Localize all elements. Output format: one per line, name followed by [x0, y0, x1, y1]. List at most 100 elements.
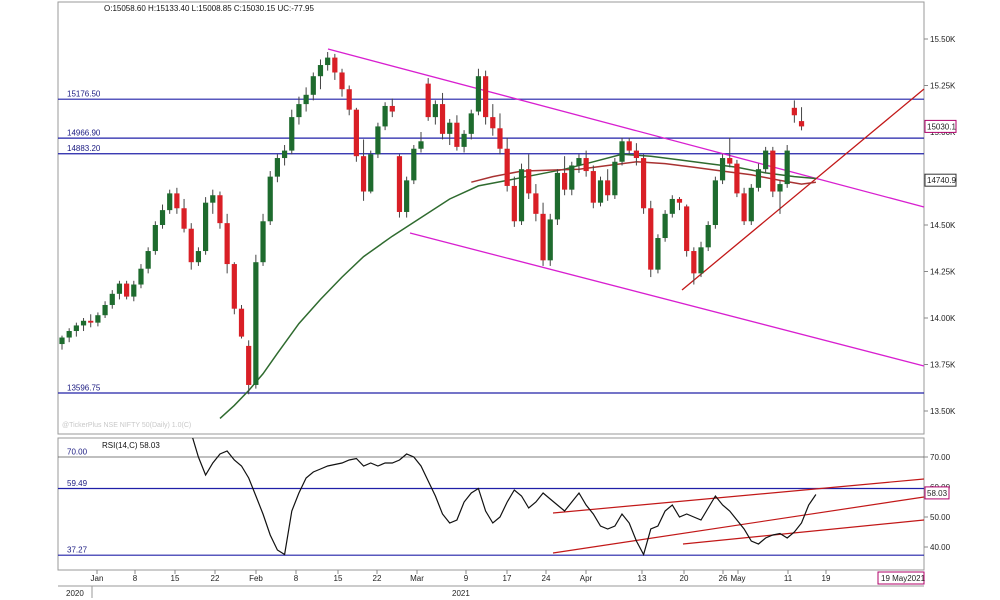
candle: [95, 312, 101, 327]
candle: [246, 340, 252, 395]
date-tick-label: Mar: [410, 574, 424, 583]
candle: [159, 204, 166, 229]
candle: [346, 85, 352, 116]
candle: [274, 154, 280, 183]
candle: [224, 213, 230, 274]
rsi-badge-box: [924, 486, 950, 500]
candle: [360, 139, 367, 201]
candle: [547, 213, 553, 266]
rsi-plot-frame: [57, 437, 925, 571]
candle: [203, 197, 209, 255]
date-tick-label: 22: [211, 574, 220, 583]
price-level-label: 15176.50: [67, 90, 101, 99]
candle: [253, 254, 259, 389]
candle: [418, 132, 424, 153]
candle: [569, 161, 575, 196]
candle: [633, 143, 639, 166]
candle: [705, 221, 711, 252]
candle: [626, 137, 632, 155]
candle: [231, 262, 237, 315]
candle: [325, 52, 331, 71]
price-badge-box: [924, 173, 957, 187]
candle: [791, 100, 797, 123]
candle: [755, 163, 762, 192]
candle: [540, 202, 546, 266]
candle: [66, 328, 72, 343]
price-level-label: 13596.75: [67, 384, 101, 393]
date-tick-label: 13: [638, 574, 647, 583]
candle: [640, 154, 647, 214]
candle: [526, 154, 532, 199]
candle: [490, 104, 496, 136]
candle: [562, 156, 568, 196]
date-tick-label: Jan: [91, 574, 104, 583]
candle: [217, 191, 223, 229]
candle: [59, 335, 65, 350]
upper-channel-line: [327, 48, 925, 208]
candle: [138, 264, 144, 289]
candle: [124, 280, 130, 300]
candle: [145, 247, 151, 274]
candle: [483, 70, 489, 125]
date-tick-label: May: [730, 574, 745, 583]
candle: [597, 176, 604, 207]
candle: [73, 322, 79, 337]
candle: [741, 187, 747, 225]
candle: [425, 78, 431, 121]
price-panel: @TickerPlus NSE NIFTY 50(Daily) 1.0(C) 1…: [57, 1, 957, 435]
date-tick-label: 8: [133, 574, 138, 583]
price-tick-label: 14.00K: [930, 314, 956, 323]
candle: [289, 109, 295, 155]
candle: [454, 115, 460, 151]
ohlc-header: O:15058.60 H:15133.40 L:15008.85 C:15030…: [104, 4, 314, 13]
candle: [260, 213, 266, 266]
candle: [439, 92, 446, 140]
candle: [375, 122, 381, 159]
price-tick-label: 15.50K: [930, 35, 956, 44]
price-tick-label: 14.50K: [930, 221, 956, 230]
candle: [404, 176, 410, 218]
date-tick-label: 24: [542, 574, 551, 583]
candle: [777, 180, 783, 214]
candle: [461, 130, 467, 153]
candle: [210, 189, 216, 214]
candle: [468, 109, 474, 140]
candle: [605, 169, 611, 201]
candle: [619, 137, 625, 166]
candle: [684, 204, 690, 257]
candle: [109, 290, 115, 309]
candle: [80, 318, 87, 332]
candle: [152, 221, 158, 255]
price-tick-label: 13.50K: [930, 407, 956, 416]
candle: [317, 59, 324, 90]
candle: [267, 171, 273, 225]
candle: [310, 72, 316, 101]
price-badge-label: 14740.9: [927, 176, 956, 185]
candle: [88, 314, 94, 328]
candle: [174, 187, 180, 214]
rsi-label: RSI(14,C) 58.03: [102, 441, 160, 450]
date-tick-label: Apr: [580, 574, 593, 583]
candle: [131, 280, 137, 302]
candle: [655, 234, 661, 274]
candle: [727, 137, 733, 168]
candle: [518, 163, 525, 225]
date-tick-label: 15: [334, 574, 343, 583]
candle: [195, 247, 202, 266]
date-tick-label: 11: [784, 574, 793, 583]
rsi-line: [192, 438, 817, 557]
date-tick-label: 9: [464, 574, 469, 583]
candle: [583, 150, 589, 177]
price-level-label: 14966.90: [67, 129, 101, 138]
candle: [554, 169, 561, 225]
watermark-text: @TickerPlus NSE NIFTY 50(Daily) 1.0(C): [62, 422, 191, 429]
candle: [784, 145, 790, 188]
date-tick-label: 15: [171, 574, 180, 583]
price-level-label: 14883.20: [67, 144, 101, 153]
candle: [770, 146, 776, 198]
price-badge-label: 15030.1: [927, 122, 956, 131]
candle: [576, 154, 582, 173]
candle: [102, 301, 108, 318]
candle: [339, 68, 345, 97]
